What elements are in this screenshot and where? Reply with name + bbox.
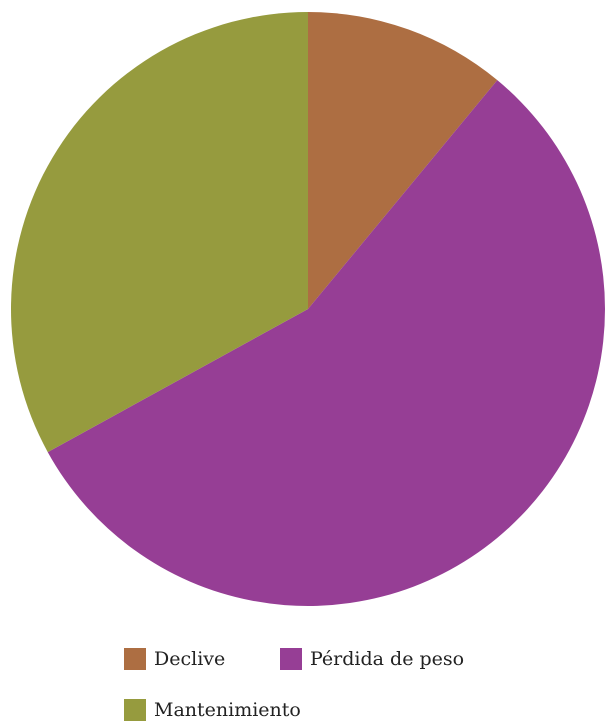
pie-slice-mantenimiento xyxy=(11,12,308,453)
pie-chart xyxy=(11,12,606,607)
pie-slice-perdida-de-peso xyxy=(47,80,606,607)
legend-item-declive: Declive xyxy=(124,647,225,671)
legend-swatch-mantenimiento xyxy=(124,699,146,721)
legend-item-mantenimiento: Mantenimiento xyxy=(124,698,301,722)
legend-item-perdida-de-peso: Pérdida de peso xyxy=(280,647,464,671)
legend-label-mantenimiento: Mantenimiento xyxy=(154,699,301,721)
legend-label-perdida-de-peso: Pérdida de peso xyxy=(310,648,465,670)
pie-slice-declive xyxy=(308,12,498,309)
legend-label-declive: Declive xyxy=(154,648,226,670)
legend-swatch-declive xyxy=(124,648,146,670)
legend-swatch-perdida-de-peso xyxy=(280,648,302,670)
